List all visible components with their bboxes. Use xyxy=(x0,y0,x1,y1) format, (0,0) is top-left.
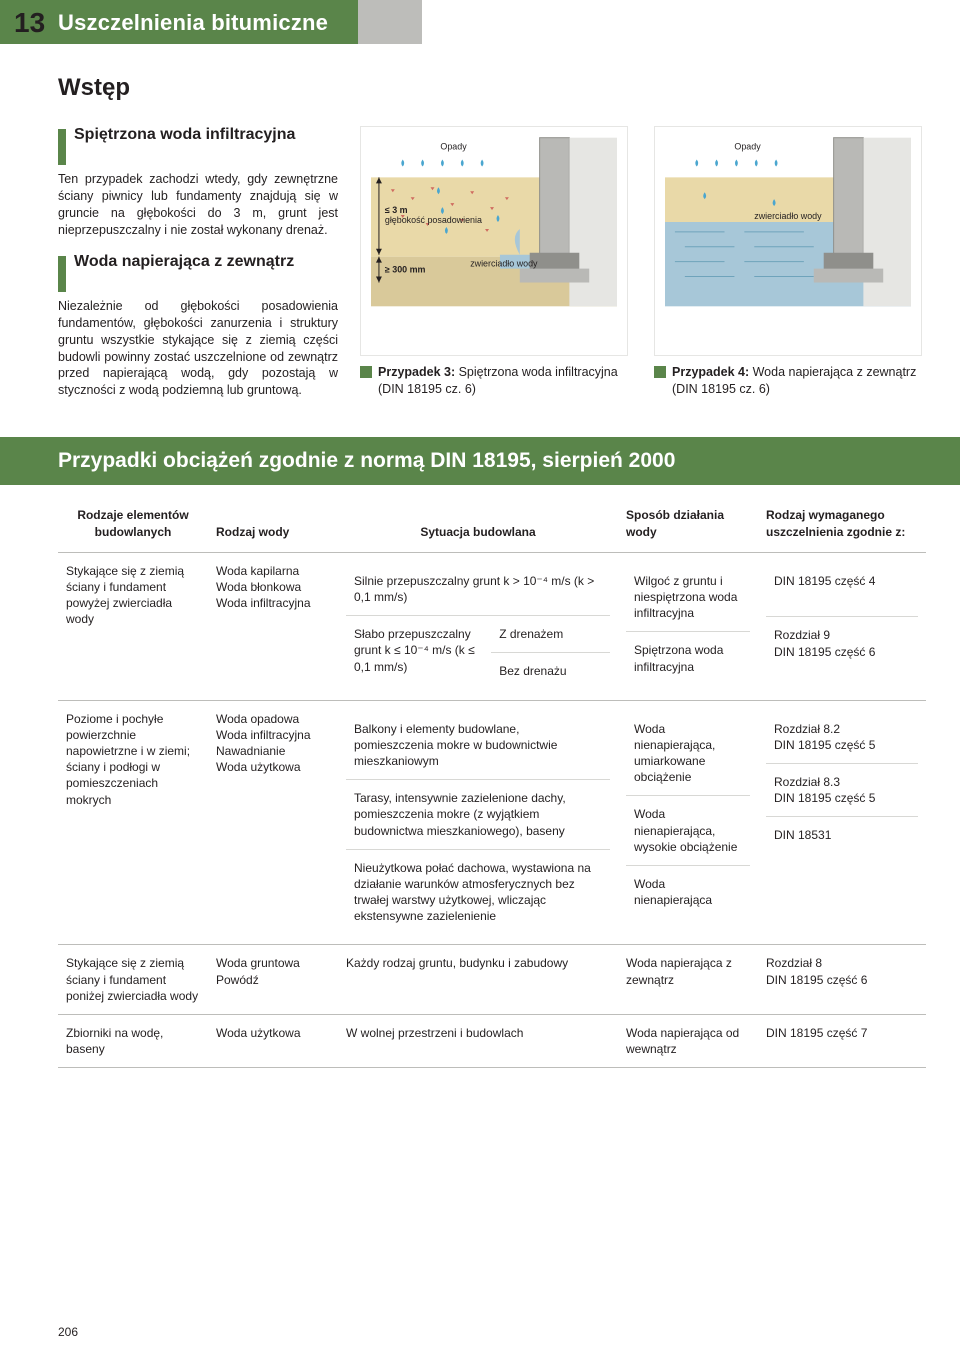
section-bar-icon xyxy=(58,129,66,165)
svg-text:zwierciadło wody: zwierciadło wody xyxy=(754,211,822,221)
g2-act2: Woda nienapierająca, wysokie obciążenie xyxy=(626,796,750,866)
svg-text:zwierciadło wody: zwierciadło wody xyxy=(470,259,538,269)
fig3-caption-bold: Przypadek 3: xyxy=(378,365,455,379)
section-2-head: Woda napierająca z zewnątrz xyxy=(58,253,338,292)
g1-action: Wilgoć z gruntu i niespiętrzona woda inf… xyxy=(618,552,758,700)
footer-page-number: 206 xyxy=(58,1324,78,1340)
section-1-body: Ten przypadek zachodzi wtedy, gdy zewnęt… xyxy=(58,171,338,239)
g2-water: Woda opadowa Woda infiltracyjna Nawadnia… xyxy=(208,700,338,945)
svg-text:≥ 300 mm: ≥ 300 mm xyxy=(385,265,426,275)
g1-situation: Silnie przepuszczalny grunt k > 10⁻⁴ m/s… xyxy=(338,552,618,700)
caption-square-icon xyxy=(654,366,666,378)
chapter-number: 13 xyxy=(14,4,45,42)
g3-water: Woda gruntowa Powódź xyxy=(208,945,338,1015)
svg-text:głębokość posadowienia: głębokość posadowienia xyxy=(385,215,482,225)
g2-act3: Woda nienapierająca xyxy=(626,865,750,918)
g4-standard: DIN 18195 część 7 xyxy=(758,1015,926,1068)
g2-std3: DIN 18531 xyxy=(766,817,918,854)
table-row: Zbiorniki na wodę, baseny Woda użytkowa … xyxy=(58,1015,926,1068)
th-elements: Rodzaje elementów budowlanych xyxy=(58,499,208,552)
th-standard: Rodzaj wymaganego uszczelnienia zgodnie … xyxy=(758,499,926,552)
g2-std2: Rozdział 8.3 DIN 18195 część 5 xyxy=(766,763,918,816)
figure-4-svg: Opady xyxy=(665,137,911,307)
g3-standard: Rozdział 8 DIN 18195 część 6 xyxy=(758,945,926,1015)
intro-heading: Wstęp xyxy=(58,72,926,104)
g1-elements: Stykające się z ziemią ściany i fundamen… xyxy=(58,552,208,700)
g4-elements: Zbiorniki na wodę, baseny xyxy=(58,1015,208,1068)
fig4-caption-bold: Przypadek 4: xyxy=(672,365,749,379)
th-action: Sposób działania wody xyxy=(618,499,758,552)
section-bar-icon xyxy=(58,256,66,292)
g1-standard: DIN 18195 część 4 Rozdział 9 DIN 18195 c… xyxy=(758,552,926,700)
g1-sit-r2: Bez drenażu xyxy=(491,653,610,690)
section-1-head: Spiętrzona woda infiltracyjna xyxy=(58,126,338,165)
table-header-row: Rodzaje elementów budowlanych Rodzaj wod… xyxy=(58,499,926,552)
g3-situation: Każdy rodzaj gruntu, budynku i zabudowy xyxy=(338,945,618,1015)
fig4-opady-label: Opady xyxy=(734,142,761,152)
g2-act1: Woda nienapierająca, umiarkowane obciąże… xyxy=(626,711,750,796)
figure-4-caption: Przypadek 4: Woda napierająca z zewnątrz… xyxy=(654,364,926,398)
table-row: Stykające się z ziemią ściany i fundamen… xyxy=(58,945,926,1015)
g2-sit1: Balkony i elementy budowlane, pomieszcze… xyxy=(346,711,610,780)
g2-elements: Poziome i pochyłe powierzchnie napowietr… xyxy=(58,700,208,945)
text-column: Spiętrzona woda infiltracyjna Ten przypa… xyxy=(58,126,338,413)
g1-act2: Spiętrzona woda infiltracyjna xyxy=(626,632,750,685)
header-tab: 13 Uszczelnienia bitumiczne xyxy=(0,0,960,44)
th-situation: Sytuacja budowlana xyxy=(338,499,618,552)
g2-situation: Balkony i elementy budowlane, pomieszcze… xyxy=(338,700,618,945)
g2-standard: Rozdział 8.2 DIN 18195 część 5 Rozdział … xyxy=(758,700,926,945)
g2-std1: Rozdział 8.2 DIN 18195 część 5 xyxy=(766,711,918,764)
g1-act1: Wilgoć z gruntu i niespiętrzona woda inf… xyxy=(626,563,750,632)
section-2-title: Woda napierająca z zewnątrz xyxy=(74,253,294,271)
section-1-title: Spiętrzona woda infiltracyjna xyxy=(74,126,295,144)
caption-square-icon xyxy=(360,366,372,378)
g1-water: Woda kapilarna Woda błonkowa Woda infilt… xyxy=(208,552,338,700)
g4-water: Woda użytkowa xyxy=(208,1015,338,1068)
g1-sit-r1: Z drenażem xyxy=(491,616,610,653)
g2-action: Woda nienapierająca, umiarkowane obciąże… xyxy=(618,700,758,945)
g4-action: Woda napierająca od wewnątrz xyxy=(618,1015,758,1068)
chapter-title: Uszczelnienia bitumiczne xyxy=(58,8,328,38)
g1-std2: Rozdział 9 DIN 18195 część 6 xyxy=(766,617,918,670)
g3-action: Woda napierająca z zewnątrz xyxy=(618,945,758,1015)
g1-std1: DIN 18195 część 4 xyxy=(766,563,918,617)
g2-sit3: Nieużytkowa połać dachowa, wystawiona na… xyxy=(346,849,610,934)
g1-sit-top: Silnie przepuszczalny grunt k > 10⁻⁴ m/s… xyxy=(346,563,610,616)
th-water-type: Rodzaj wody xyxy=(208,499,338,552)
fig3-opady-label: Opady xyxy=(440,142,467,152)
load-cases-table: Rodzaje elementów budowlanych Rodzaj wod… xyxy=(58,499,926,1068)
figure-3-svg: Opady xyxy=(371,137,617,307)
g2-sit2: Tarasy, intensywnie zazielenione dachy, … xyxy=(346,780,610,850)
table-row: Stykające się z ziemią ściany i fundamen… xyxy=(58,552,926,700)
g3-elements: Stykające się z ziemią ściany i fundamen… xyxy=(58,945,208,1015)
svg-text:≤ 3 m: ≤ 3 m xyxy=(385,205,408,215)
table-row: Poziome i pochyłe powierzchnie napowietr… xyxy=(58,700,926,945)
g1-sit-left: Słabo przepuszczalny grunt k ≤ 10⁻⁴ m/s … xyxy=(346,616,491,690)
section-2-body: Niezależnie od głębokości posadowienia f… xyxy=(58,298,338,399)
figure-4: Opady xyxy=(654,126,926,413)
g4-situation: W wolnej przestrzeni i budowlach xyxy=(338,1015,618,1068)
header-grey-bg xyxy=(358,0,422,44)
figure-3-caption: Przypadek 3: Spiętrzona woda infiltracyj… xyxy=(360,364,632,398)
figure-3: Opady xyxy=(360,126,632,413)
load-cases-band: Przypadki obciążeń zgodnie z normą DIN 1… xyxy=(0,437,960,485)
